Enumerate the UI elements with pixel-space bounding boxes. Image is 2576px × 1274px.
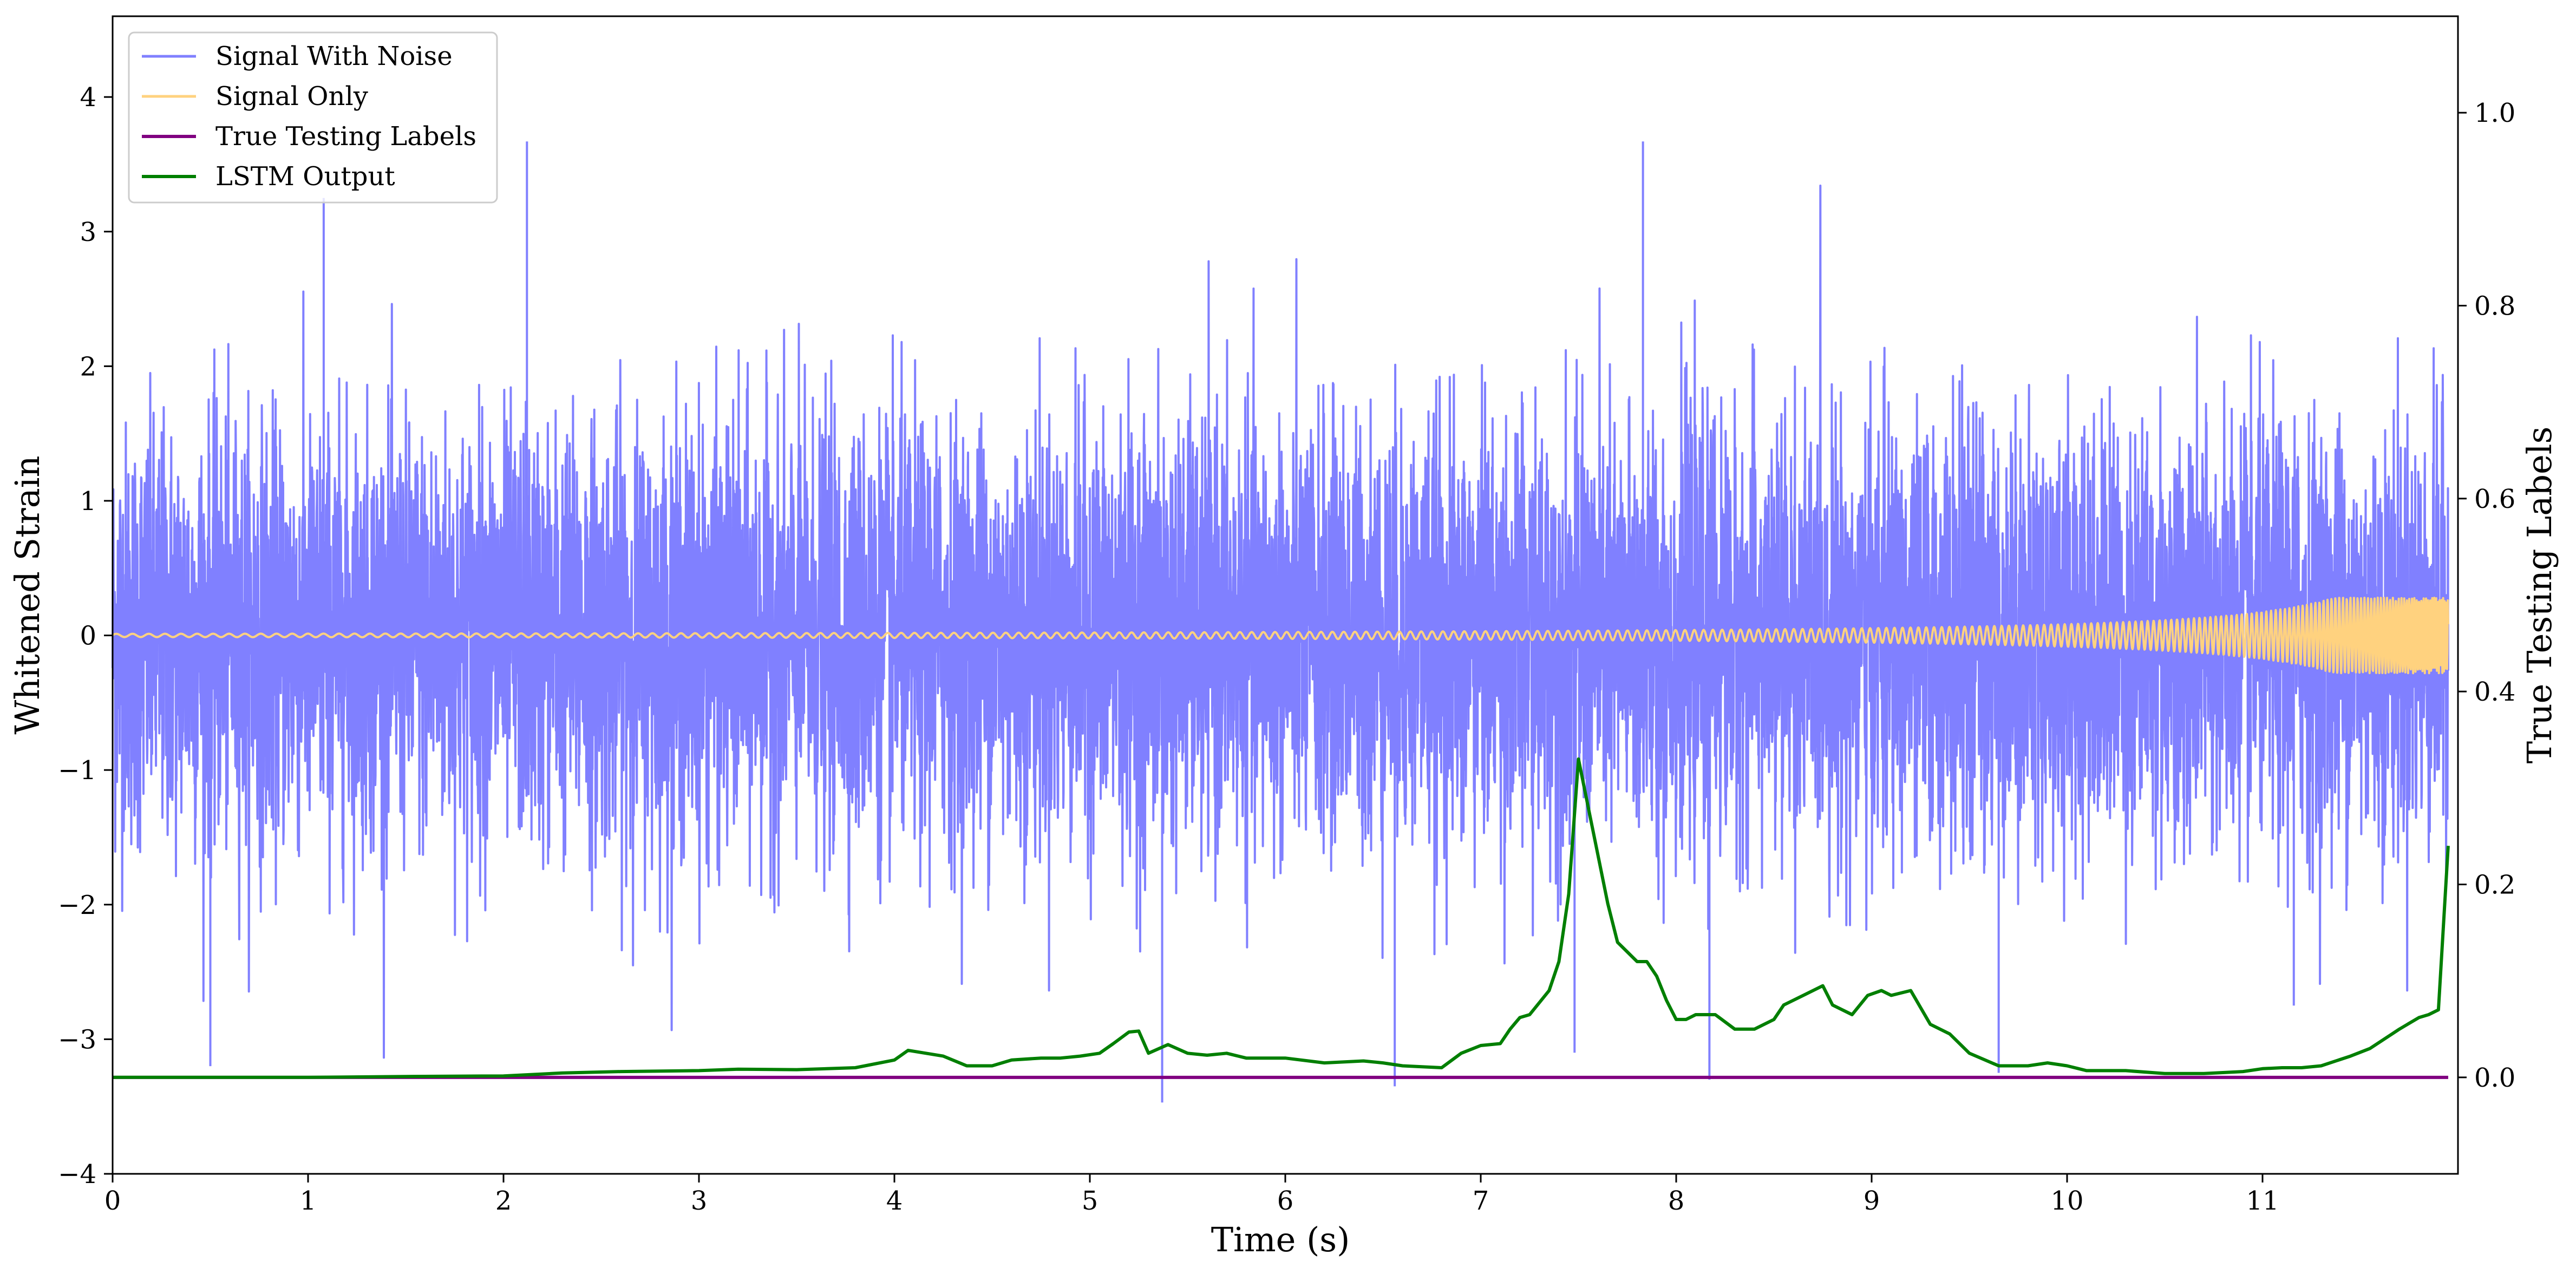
y2-tick-label: 0.2 (2474, 870, 2515, 900)
signal-only-path (112, 597, 2449, 675)
y-tick-label: −4 (58, 1159, 96, 1190)
y-axis-title: Whitened Strain (8, 456, 47, 735)
x-tick-label: 6 (1277, 1186, 1294, 1216)
x-axis-ticks: 0 1 2 3 4 5 6 7 8 9 10 11 (104, 1174, 2279, 1216)
y-tick-label: −1 (58, 755, 96, 786)
legend-box (128, 31, 498, 204)
signal-only-line (112, 597, 2449, 675)
x-axis-title: Time (s) (1211, 1220, 1350, 1259)
legend-label-signal-with-noise: Signal With Noise (215, 41, 453, 71)
y-tick-label: 2 (80, 351, 96, 382)
x-tick-label: 1 (300, 1186, 317, 1216)
x-tick-label: 3 (691, 1186, 708, 1216)
signal-with-noise-line (112, 141, 2449, 1103)
x-tick-label: 11 (2246, 1186, 2279, 1216)
y-tick-label: 0 (80, 621, 96, 651)
legend-label-signal-only: Signal Only (215, 81, 368, 112)
y-tick-label: 1 (80, 486, 96, 517)
plot-area (112, 141, 2450, 1103)
x-tick-label: 10 (2050, 1186, 2083, 1216)
y-tick-label: 3 (80, 217, 96, 247)
lstm-output-path (113, 757, 2450, 1079)
y-tick-label: −2 (58, 890, 96, 920)
x-tick-label: 9 (1864, 1186, 1880, 1216)
y-tick-label: −3 (58, 1024, 96, 1055)
legend: Signal With Noise Signal Only True Testi… (128, 31, 498, 204)
x-tick-label: 4 (886, 1186, 903, 1216)
lstm-output-line (113, 757, 2450, 1079)
x-tick-label: 2 (495, 1186, 512, 1216)
y2-tick-label: 0.4 (2474, 677, 2515, 707)
legend-label-lstm-output: LSTM Output (215, 161, 395, 192)
y-axis-right-ticks: 0.0 0.2 0.4 0.6 0.8 1.0 (2458, 98, 2515, 1093)
y2-tick-label: 0.8 (2474, 291, 2515, 322)
y-axis-left-ticks: −4 −3 −2 −1 0 1 2 3 4 (58, 82, 113, 1190)
y2-tick-label: 1.0 (2474, 98, 2515, 128)
legend-label-true-testing-labels: True Testing Labels (215, 121, 476, 152)
x-tick-label: 0 (104, 1186, 121, 1216)
y2-axis-title: True Testing Labels (2520, 427, 2559, 764)
signal-with-noise-path (112, 184, 2449, 1059)
x-tick-label: 5 (1082, 1186, 1099, 1216)
y-tick-label: 4 (80, 82, 96, 113)
y2-tick-label: 0.0 (2474, 1063, 2515, 1093)
y2-tick-label: 0.6 (2474, 484, 2515, 514)
x-tick-label: 7 (1473, 1186, 1489, 1216)
x-tick-label: 8 (1668, 1186, 1685, 1216)
